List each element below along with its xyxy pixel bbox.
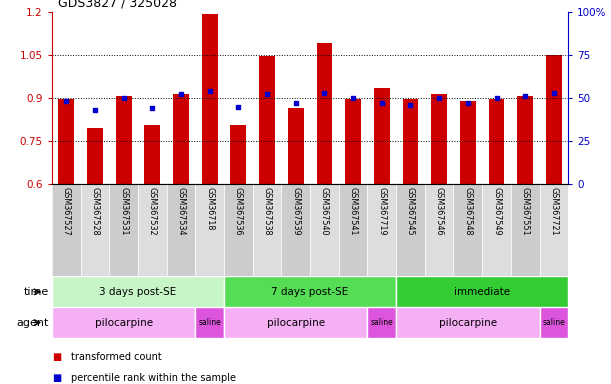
Text: GSM367536: GSM367536 <box>234 187 243 236</box>
Bar <box>115 96 131 184</box>
Bar <box>310 184 338 276</box>
Text: 3 days post-SE: 3 days post-SE <box>100 287 177 297</box>
Text: GSM367546: GSM367546 <box>434 187 444 236</box>
Text: agent: agent <box>16 318 49 328</box>
Point <box>320 90 329 96</box>
Point <box>147 105 157 111</box>
Bar <box>282 184 310 276</box>
Bar <box>338 184 367 276</box>
Bar <box>173 94 189 184</box>
Point <box>348 95 358 101</box>
Point <box>90 107 100 113</box>
Bar <box>196 307 224 338</box>
Point <box>492 95 502 101</box>
Bar <box>431 94 447 184</box>
Bar <box>196 184 224 276</box>
Bar <box>253 184 282 276</box>
Point <box>463 100 473 106</box>
Text: GSM367551: GSM367551 <box>521 187 530 236</box>
Text: immediate: immediate <box>454 287 510 297</box>
Text: saline: saline <box>370 318 393 327</box>
Text: ■: ■ <box>52 352 61 362</box>
Bar <box>489 99 505 184</box>
Bar <box>374 88 390 184</box>
Text: GSM367532: GSM367532 <box>148 187 157 236</box>
Text: pilocarpine: pilocarpine <box>266 318 325 328</box>
Point <box>521 93 530 99</box>
Text: saline: saline <box>543 318 565 327</box>
Bar <box>224 307 367 338</box>
Text: transformed count: transformed count <box>71 352 163 362</box>
Bar <box>403 99 419 184</box>
Text: 7 days post-SE: 7 days post-SE <box>271 287 349 297</box>
Bar <box>138 184 167 276</box>
Text: percentile rank within the sample: percentile rank within the sample <box>71 373 236 383</box>
Point <box>233 103 243 109</box>
Text: GSM367527: GSM367527 <box>62 187 71 236</box>
Text: GDS3827 / 325028: GDS3827 / 325028 <box>58 0 177 10</box>
Bar <box>396 307 540 338</box>
Bar <box>288 108 304 184</box>
Bar <box>81 184 109 276</box>
Text: GSM367721: GSM367721 <box>549 187 558 236</box>
Bar <box>87 128 103 184</box>
Bar <box>367 184 396 276</box>
Text: time: time <box>24 287 49 297</box>
Point <box>291 100 301 106</box>
Bar <box>230 125 246 184</box>
Bar <box>224 276 396 307</box>
Point <box>176 91 186 98</box>
Bar <box>396 184 425 276</box>
Bar <box>52 276 224 307</box>
Text: GSM367540: GSM367540 <box>320 187 329 236</box>
Text: GSM367549: GSM367549 <box>492 187 501 236</box>
Text: GSM367531: GSM367531 <box>119 187 128 236</box>
Bar <box>540 184 568 276</box>
Text: GSM367534: GSM367534 <box>177 187 186 236</box>
Text: GSM36718: GSM36718 <box>205 187 214 230</box>
Bar <box>482 184 511 276</box>
Text: pilocarpine: pilocarpine <box>95 318 153 328</box>
Text: GSM367719: GSM367719 <box>377 187 386 236</box>
Bar <box>167 184 196 276</box>
Text: GSM367541: GSM367541 <box>349 187 357 236</box>
Point <box>61 98 71 104</box>
Point <box>262 91 272 98</box>
Text: saline: saline <box>199 318 221 327</box>
Bar <box>453 184 482 276</box>
Bar <box>518 96 533 184</box>
Bar <box>316 43 332 184</box>
Text: GSM367539: GSM367539 <box>291 187 300 236</box>
Bar <box>546 55 562 184</box>
Bar <box>224 184 253 276</box>
Bar <box>460 101 476 184</box>
Bar <box>52 184 81 276</box>
Bar <box>367 307 396 338</box>
Point <box>119 95 128 101</box>
Bar <box>511 184 540 276</box>
Point <box>434 95 444 101</box>
Point <box>205 88 214 94</box>
Text: ■: ■ <box>52 373 61 383</box>
Text: pilocarpine: pilocarpine <box>439 318 497 328</box>
Text: GSM367545: GSM367545 <box>406 187 415 236</box>
Point <box>406 102 415 108</box>
Bar <box>425 184 453 276</box>
Bar <box>109 184 138 276</box>
Bar <box>345 99 361 184</box>
Text: GSM367538: GSM367538 <box>263 187 271 236</box>
Bar <box>59 99 74 184</box>
Bar <box>202 14 218 184</box>
Point <box>377 100 387 106</box>
Bar <box>144 125 160 184</box>
Point <box>549 90 559 96</box>
Bar <box>396 276 568 307</box>
Bar <box>540 307 568 338</box>
Text: GSM367548: GSM367548 <box>463 187 472 236</box>
Bar <box>52 307 196 338</box>
Bar <box>259 56 275 184</box>
Text: GSM367528: GSM367528 <box>90 187 100 236</box>
